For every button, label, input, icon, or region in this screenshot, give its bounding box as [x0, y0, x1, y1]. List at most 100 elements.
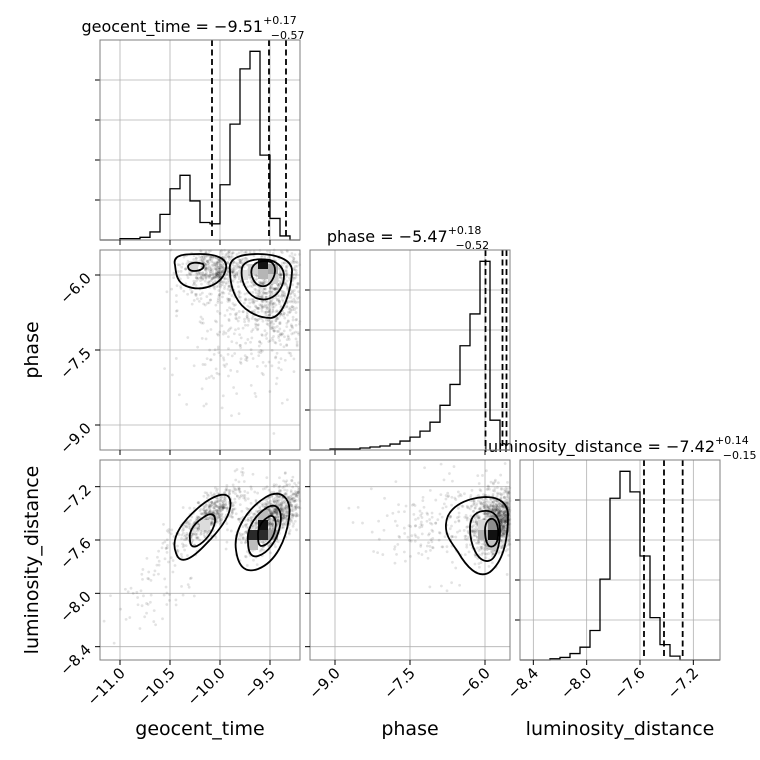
- sample-point: [278, 339, 282, 342]
- sample-point: [227, 279, 231, 283]
- sample-point: [276, 317, 280, 320]
- sample-point: [491, 508, 495, 512]
- sample-point: [275, 500, 279, 504]
- sample-point: [500, 520, 504, 523]
- sample-point: [250, 317, 254, 320]
- sample-point: [206, 259, 210, 263]
- sample-point: [220, 506, 224, 510]
- sample-point: [202, 302, 206, 306]
- sample-point: [495, 504, 499, 508]
- sample-point: [502, 516, 506, 520]
- sample-point: [209, 328, 213, 331]
- sample-point: [286, 249, 289, 253]
- sample-point: [222, 363, 226, 367]
- sample-point: [270, 319, 274, 323]
- sample-point: [209, 268, 213, 272]
- sample-point: [504, 511, 508, 515]
- sample-point: [499, 519, 503, 523]
- sample-point: [220, 496, 224, 499]
- sample-point: [197, 270, 201, 274]
- sample-point: [176, 550, 179, 554]
- sample-point: [507, 532, 511, 535]
- sample-point: [496, 499, 499, 503]
- sample-point: [184, 282, 188, 286]
- sample-point: [205, 259, 209, 263]
- sample-point: [452, 465, 456, 468]
- sample-point: [502, 515, 506, 518]
- sample-point: [273, 288, 277, 291]
- sample-point: [497, 511, 500, 515]
- sample-point: [187, 585, 191, 589]
- sample-point: [238, 503, 242, 507]
- sample-point: [268, 303, 272, 307]
- sample-point: [209, 279, 212, 283]
- sample-point: [446, 495, 450, 499]
- sample-point: [501, 505, 505, 509]
- panel-luminosity_distance-vs-phase: −9.0 −7.5 −6.0: [305, 459, 512, 703]
- sample-point: [214, 504, 218, 508]
- sample-point: [270, 521, 273, 524]
- sample-point: [228, 312, 232, 316]
- sample-point: [231, 270, 235, 274]
- sample-point: [240, 258, 244, 262]
- sample-point: [260, 547, 264, 551]
- sample-point: [216, 511, 220, 515]
- sample-point: [502, 524, 506, 528]
- sample-point: [233, 487, 237, 491]
- sample-point: [209, 358, 212, 362]
- sample-point: [231, 504, 235, 508]
- sample-point: [274, 286, 278, 290]
- sample-point: [244, 250, 248, 254]
- sample-point: [206, 301, 209, 305]
- sample-point: [272, 287, 276, 291]
- sample-point: [280, 332, 284, 335]
- sample-point: [479, 502, 483, 506]
- sample-point: [214, 486, 217, 490]
- density-cell: [200, 520, 210, 530]
- sample-point: [221, 503, 225, 506]
- sample-point: [194, 276, 198, 279]
- sample-point: [492, 504, 495, 508]
- sample-point: [280, 295, 284, 299]
- sample-point: [492, 505, 496, 509]
- sample-point: [281, 511, 285, 515]
- sample-point: [217, 276, 220, 280]
- xlabel-geocent-time: geocent_time: [135, 718, 264, 740]
- sample-point: [264, 318, 268, 322]
- sample-point: [258, 340, 262, 344]
- sample-point: [285, 517, 289, 521]
- sample-point: [273, 510, 277, 514]
- sample-point: [254, 291, 258, 295]
- sample-point: [489, 502, 493, 506]
- sample-point: [214, 274, 218, 278]
- sample-point: [275, 376, 279, 380]
- sample-point: [276, 294, 280, 297]
- sample-point: [394, 480, 398, 484]
- y-tick-label: −7.6: [56, 534, 94, 572]
- sample-point: [235, 317, 239, 321]
- sample-point: [490, 551, 494, 555]
- sample-point: [238, 333, 242, 337]
- sample-point: [274, 511, 278, 515]
- sample-point: [494, 508, 498, 512]
- sample-point: [437, 538, 441, 542]
- sample-point: [231, 280, 235, 283]
- sample-point: [265, 499, 269, 503]
- sample-point: [277, 515, 280, 519]
- sample-point: [221, 262, 225, 266]
- sample-point: [204, 402, 208, 406]
- sample-point: [142, 594, 145, 598]
- sample-point: [196, 529, 200, 533]
- sample-point: [135, 590, 139, 594]
- sample-point: [216, 299, 220, 303]
- sample-point: [490, 507, 493, 511]
- sample-point: [240, 470, 243, 474]
- sample-point: [162, 593, 166, 597]
- sample-point: [185, 537, 189, 540]
- sample-point: [504, 516, 508, 520]
- sample-point: [188, 506, 192, 510]
- sample-point: [239, 357, 243, 361]
- sample-point: [163, 557, 167, 561]
- sample-point: [263, 329, 267, 333]
- sample-point: [217, 505, 221, 509]
